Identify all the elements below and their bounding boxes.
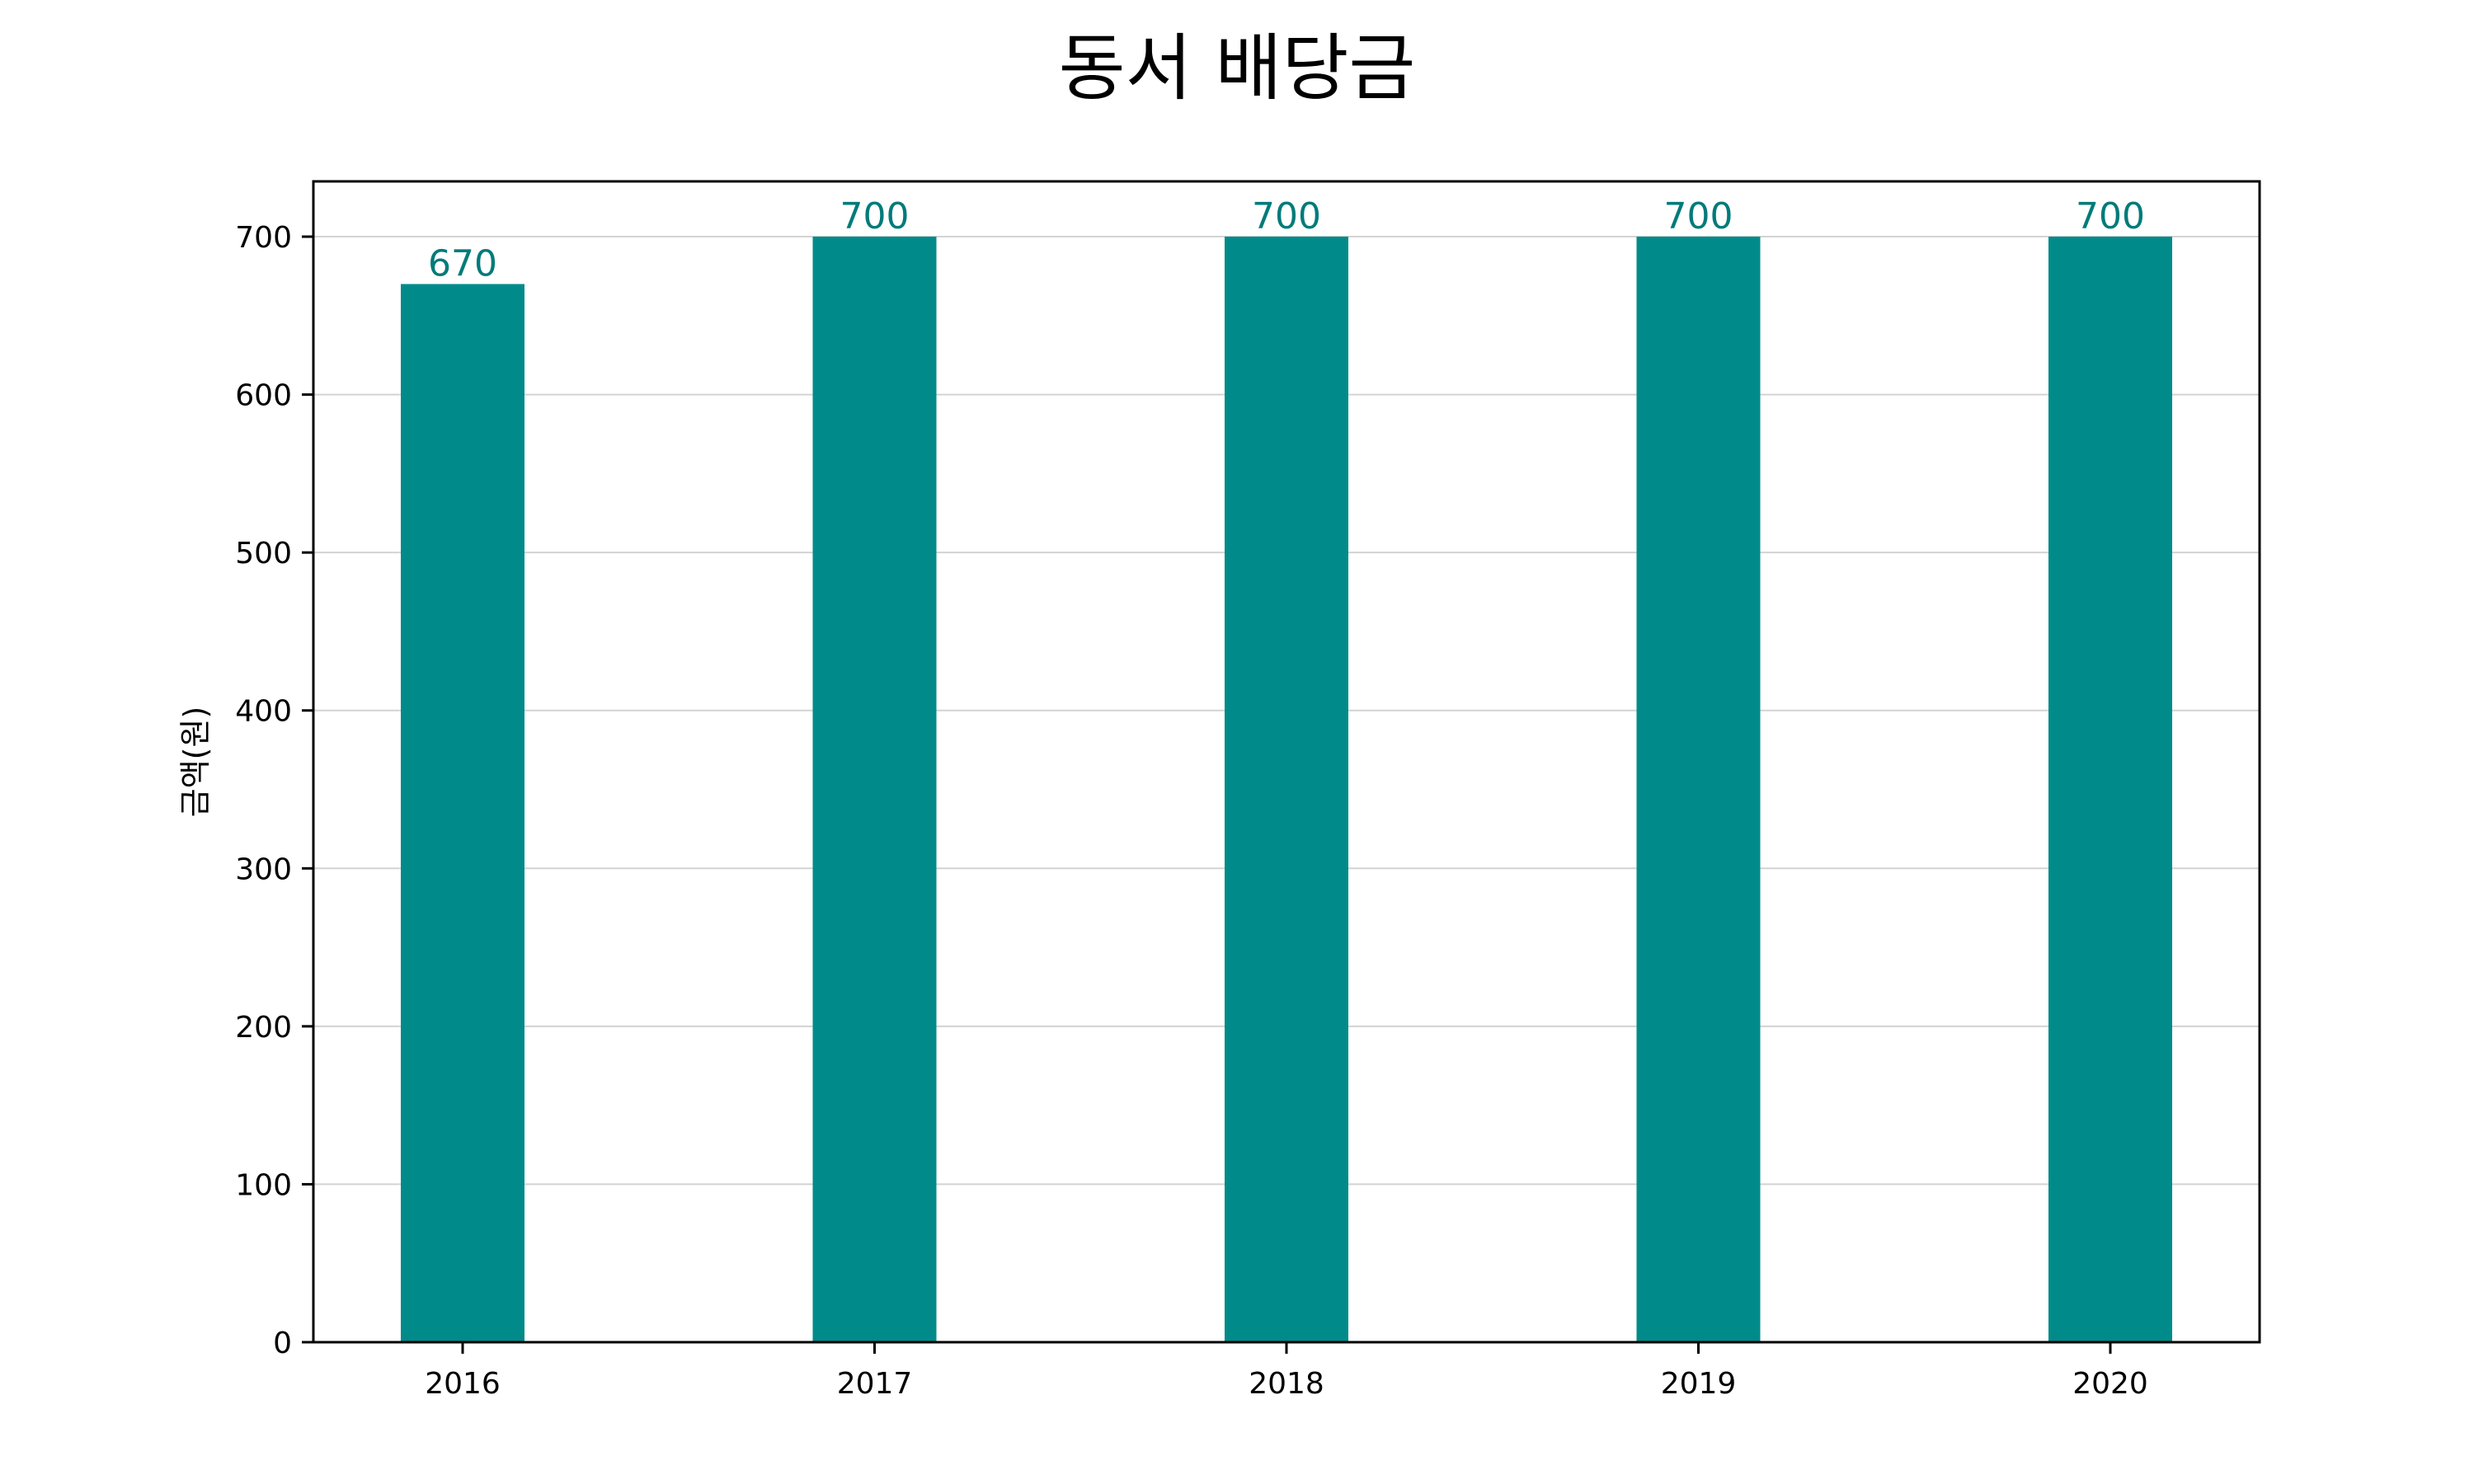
bars (401, 237, 2172, 1343)
x-axis-ticks: 2016 2017 2018 2019 2020 (425, 1342, 2148, 1401)
y-tick-label: 100 (235, 1168, 292, 1202)
x-tick-label: 2018 (1249, 1367, 1324, 1401)
data-label: 700 (1664, 195, 1733, 237)
y-tick-label: 200 (235, 1011, 292, 1045)
data-label: 700 (840, 195, 910, 237)
y-tick-label: 600 (235, 379, 292, 413)
y-tick-label: 300 (235, 852, 292, 886)
y-axis-title: 금액(원) (177, 707, 214, 818)
bar-2019 (1636, 237, 1761, 1342)
chart-title: 동서 배당금 (1058, 26, 1416, 110)
x-tick-label: 2017 (837, 1367, 913, 1401)
y-axis-ticks: 0 100 200 300 400 500 600 700 (235, 221, 313, 1360)
data-labels: 670 700 700 700 700 (428, 195, 2145, 284)
y-tick-label: 0 (273, 1327, 292, 1360)
x-tick-label: 2020 (2072, 1367, 2148, 1401)
bar-2018 (1225, 237, 1348, 1342)
y-tick-label: 400 (235, 695, 292, 729)
x-tick-label: 2016 (425, 1367, 501, 1401)
x-tick-label: 2019 (1661, 1367, 1737, 1401)
data-label: 700 (1252, 195, 1321, 237)
data-label: 700 (2076, 195, 2145, 237)
bar-2017 (812, 237, 937, 1342)
bar-2020 (2048, 237, 2172, 1342)
bar-2016 (401, 284, 524, 1343)
y-tick-label: 700 (235, 221, 292, 255)
data-label: 670 (428, 243, 497, 285)
y-tick-label: 500 (235, 537, 292, 571)
